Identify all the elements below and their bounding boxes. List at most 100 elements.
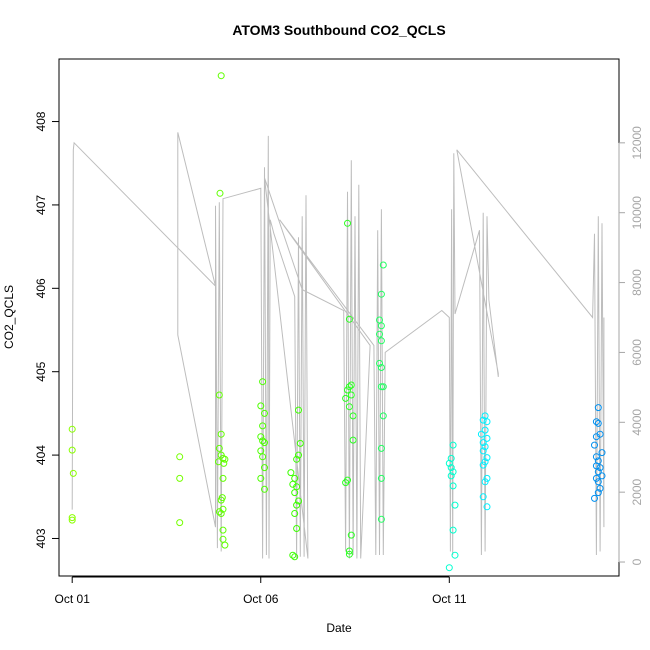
data-point (451, 501, 459, 509)
y-tick-label: 403 (34, 528, 48, 548)
data-point (449, 526, 457, 534)
data-point (445, 564, 453, 572)
data-point (481, 426, 489, 434)
data-point (68, 425, 76, 433)
x-tick-label: Oct 11 (432, 592, 467, 606)
data-point (220, 459, 228, 467)
y-tick-label: 404 (34, 445, 48, 465)
data-point (261, 485, 268, 493)
data-point (483, 418, 491, 426)
y-tick-label: 406 (34, 278, 48, 298)
data-point (594, 419, 602, 427)
data-point (217, 510, 225, 517)
data-point (479, 416, 487, 424)
right-tick-label: 0 (630, 558, 644, 565)
data-point (215, 444, 223, 452)
data-point (592, 474, 600, 482)
data-point (219, 505, 227, 513)
data-point (483, 434, 491, 442)
data-point (377, 444, 385, 452)
data-point (377, 364, 385, 371)
data-point (259, 422, 267, 430)
data-point (68, 446, 76, 454)
data-point (345, 403, 353, 411)
data-point (592, 418, 600, 426)
data-point (221, 455, 229, 463)
data-point (349, 436, 357, 444)
data-point (594, 404, 602, 412)
data-point (347, 531, 355, 539)
data-point (377, 337, 385, 345)
right-axis: 0 2000 4000 6000 8000 10000 12000 (618, 126, 644, 565)
data-point (591, 441, 598, 449)
data-point (598, 449, 606, 457)
data-point (596, 464, 604, 472)
data-point (344, 219, 351, 227)
data-point (449, 482, 457, 490)
data-point (216, 189, 224, 197)
right-tick-label: 2000 (630, 478, 644, 505)
data-point (217, 430, 225, 438)
data-point (259, 437, 267, 445)
data-point (483, 474, 491, 482)
data-point (596, 484, 604, 492)
data-point (287, 469, 295, 477)
data-point (594, 468, 602, 476)
data-point (293, 525, 301, 532)
data-point (483, 503, 491, 511)
data-point (479, 439, 487, 447)
right-tick-label: 12000 (630, 126, 644, 160)
data-point (217, 451, 225, 459)
data-point (349, 412, 357, 420)
data-point (217, 72, 225, 80)
data-point (345, 315, 353, 323)
data-point (176, 474, 184, 482)
data-point (592, 433, 600, 441)
right-tick-label: 8000 (630, 269, 644, 296)
data-point (219, 526, 227, 534)
chart-title: ATOM3 Southbound CO2_QCLS (232, 22, 445, 38)
data-point (289, 551, 297, 559)
data-point (293, 501, 301, 509)
right-tick-label: 4000 (630, 409, 644, 436)
data-point (377, 515, 385, 523)
data-point (291, 553, 299, 561)
data-point (451, 551, 459, 559)
data-point (68, 514, 76, 522)
data-point (481, 478, 489, 486)
data-point (261, 409, 268, 417)
data-point (447, 472, 455, 480)
data-point (379, 383, 387, 391)
data-point (176, 519, 184, 527)
data-point (176, 453, 184, 461)
right-tick-label: 10000 (630, 196, 644, 230)
data-point (377, 474, 385, 482)
data-point (261, 464, 268, 472)
x-axis: Oct 01 Oct 06 Oct 11 (55, 576, 467, 606)
data-point (479, 461, 487, 469)
data-point (342, 394, 350, 402)
data-point (215, 391, 223, 399)
data-point (594, 478, 602, 486)
x-axis-label: Date (326, 621, 352, 635)
data-point (481, 443, 489, 451)
right-tick-label: 6000 (630, 339, 644, 366)
data-point (257, 474, 265, 482)
data-point (295, 497, 302, 505)
data-point (377, 322, 385, 330)
data-point (261, 439, 268, 447)
data-point (344, 386, 351, 394)
data-point (295, 451, 302, 459)
data-point (598, 472, 606, 480)
data-point (379, 412, 387, 420)
data-point (447, 464, 455, 472)
data-point (68, 516, 76, 524)
data-point (347, 391, 355, 399)
data-point (293, 455, 301, 463)
data-point (221, 541, 229, 549)
data-point (291, 510, 299, 517)
data-point (376, 359, 383, 367)
data-point (477, 430, 485, 438)
y-tick-label: 408 (34, 111, 48, 131)
